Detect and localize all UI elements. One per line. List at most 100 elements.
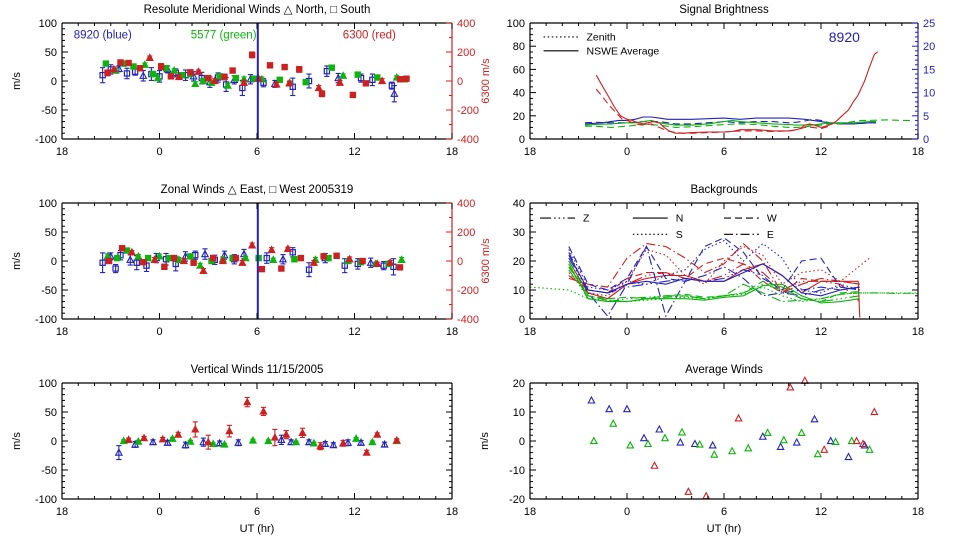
- svg-text:12: 12: [348, 506, 360, 518]
- svg-text:0: 0: [519, 436, 525, 448]
- svg-text:E: E: [767, 229, 774, 241]
- svg-text:20: 20: [513, 111, 525, 123]
- svg-text:25: 25: [923, 18, 935, 30]
- chart-average-winds: Average Winds 18 0 6 12 18 UT (hr) -20 -10 0 10 20 m…: [479, 364, 924, 535]
- svg-text:400: 400: [457, 198, 475, 210]
- chart-zonal-winds: Zonal Winds △ East, □ West 2005319 18 0 6 12…: [11, 184, 492, 338]
- svg-text:18: 18: [912, 506, 924, 518]
- svg-text:20: 20: [513, 256, 525, 268]
- svg-text:200: 200: [457, 47, 475, 59]
- svg-text:50: 50: [45, 47, 57, 59]
- svg-text:6: 6: [721, 146, 727, 158]
- svg-text:S: S: [676, 229, 683, 241]
- svg-text:N: N: [676, 213, 684, 225]
- svg-text:18: 18: [912, 146, 924, 158]
- svg-text:10: 10: [513, 407, 525, 419]
- svg-text:6300 (red): 6300 (red): [343, 30, 396, 42]
- svg-text:0: 0: [156, 146, 162, 158]
- svg-text:400: 400: [457, 18, 475, 30]
- panel-backgrounds: Backgrounds 18 0 6 12 18 0 10 20 30 40 Z N W S E: [480, 180, 960, 360]
- svg-text:0: 0: [156, 506, 162, 518]
- svg-text:0: 0: [923, 134, 929, 146]
- svg-text:-50: -50: [41, 285, 57, 297]
- svg-text:0: 0: [519, 134, 525, 146]
- svg-text:Average Winds: Average Winds: [685, 364, 763, 376]
- svg-text:m/s: m/s: [11, 72, 23, 90]
- svg-text:W: W: [767, 213, 777, 225]
- svg-text:30: 30: [513, 227, 525, 239]
- svg-text:Vertical Winds 11/15/2005: Vertical Winds 11/15/2005: [191, 364, 324, 376]
- svg-text:6: 6: [721, 506, 727, 518]
- svg-text:m/s: m/s: [479, 432, 491, 450]
- svg-text:NSWE Average: NSWE Average: [587, 45, 660, 57]
- svg-text:100: 100: [39, 378, 57, 390]
- panel-average-winds: Average Winds 18 0 6 12 18 UT (hr) -20 -10 0 10 20 m…: [479, 360, 960, 540]
- panel-signal-brightness: Signal Brightness 18 0 6 12 18 0 20 40 60 80 100 0 5 1…: [480, 0, 960, 180]
- svg-text:6: 6: [254, 146, 260, 158]
- svg-text:40: 40: [513, 88, 525, 100]
- svg-text:12: 12: [815, 146, 827, 158]
- svg-text:18: 18: [446, 146, 458, 158]
- svg-text:20: 20: [513, 378, 525, 390]
- svg-text:Backgrounds: Backgrounds: [690, 184, 757, 196]
- svg-text:m/s: m/s: [11, 252, 23, 270]
- svg-text:20: 20: [923, 41, 935, 53]
- svg-text:6: 6: [254, 326, 260, 338]
- svg-text:-400: -400: [457, 314, 479, 326]
- svg-text:60: 60: [513, 64, 525, 76]
- panel-resolute-meridional-winds: Resolute Meridional Winds △ North, □ Sou…: [0, 0, 492, 180]
- svg-text:18: 18: [524, 506, 536, 518]
- svg-text:0: 0: [519, 314, 525, 326]
- svg-text:8920 (blue): 8920 (blue): [74, 30, 132, 42]
- svg-text:0: 0: [457, 256, 463, 268]
- svg-text:15: 15: [923, 64, 935, 76]
- svg-text:0: 0: [624, 146, 630, 158]
- svg-text:Resolute Meridional Winds △ No: Resolute Meridional Winds △ North, □ Sou…: [144, 4, 371, 16]
- svg-text:-100: -100: [35, 134, 57, 146]
- svg-text:0: 0: [51, 76, 57, 88]
- svg-text:Zonal Winds △ East, □ West 200: Zonal Winds △ East, □ West 2005319: [161, 184, 354, 196]
- svg-text:-200: -200: [457, 105, 479, 117]
- svg-text:50: 50: [45, 407, 57, 419]
- svg-text:18: 18: [56, 506, 68, 518]
- svg-text:0: 0: [51, 436, 57, 448]
- svg-text:0: 0: [51, 256, 57, 268]
- svg-text:Z: Z: [583, 213, 590, 225]
- svg-text:18: 18: [912, 326, 924, 338]
- svg-text:18: 18: [56, 146, 68, 158]
- svg-text:-100: -100: [35, 314, 57, 326]
- chart-vertical-winds: Vertical Winds 11/15/2005 18 0 6 12 18 UT (hr)…: [11, 364, 458, 535]
- svg-text:10: 10: [923, 88, 935, 100]
- svg-text:80: 80: [513, 41, 525, 53]
- svg-text:Signal Brightness: Signal Brightness: [679, 4, 769, 16]
- panel-vertical-winds: Vertical Winds 11/15/2005 18 0 6 12 18 UT (hr)…: [0, 360, 480, 540]
- svg-text:100: 100: [39, 18, 57, 30]
- svg-text:6: 6: [721, 326, 727, 338]
- svg-text:18: 18: [446, 506, 458, 518]
- svg-text:Zenith: Zenith: [587, 31, 616, 43]
- svg-text:18: 18: [524, 146, 536, 158]
- panel-zonal-winds: Zonal Winds △ East, □ West 2005319 18 0 6 12…: [0, 180, 492, 360]
- svg-text:UT (hr): UT (hr): [240, 523, 275, 535]
- svg-text:8920: 8920: [829, 29, 860, 45]
- svg-text:5577 (green): 5577 (green): [191, 30, 257, 42]
- svg-text:18: 18: [56, 326, 68, 338]
- svg-text:5: 5: [923, 111, 929, 123]
- svg-text:6: 6: [254, 506, 260, 518]
- svg-text:-200: -200: [457, 285, 479, 297]
- svg-text:18: 18: [524, 326, 536, 338]
- svg-text:12: 12: [348, 326, 360, 338]
- svg-text:-50: -50: [41, 105, 57, 117]
- svg-text:0: 0: [624, 326, 630, 338]
- svg-text:12: 12: [815, 506, 827, 518]
- svg-text:-50: -50: [41, 465, 57, 477]
- svg-text:200: 200: [457, 227, 475, 239]
- svg-text:m/s: m/s: [11, 432, 23, 450]
- svg-text:0: 0: [624, 506, 630, 518]
- svg-text:6300 m/s: 6300 m/s: [480, 58, 492, 104]
- svg-text:6300 m/s: 6300 m/s: [480, 238, 492, 284]
- svg-text:0: 0: [457, 76, 463, 88]
